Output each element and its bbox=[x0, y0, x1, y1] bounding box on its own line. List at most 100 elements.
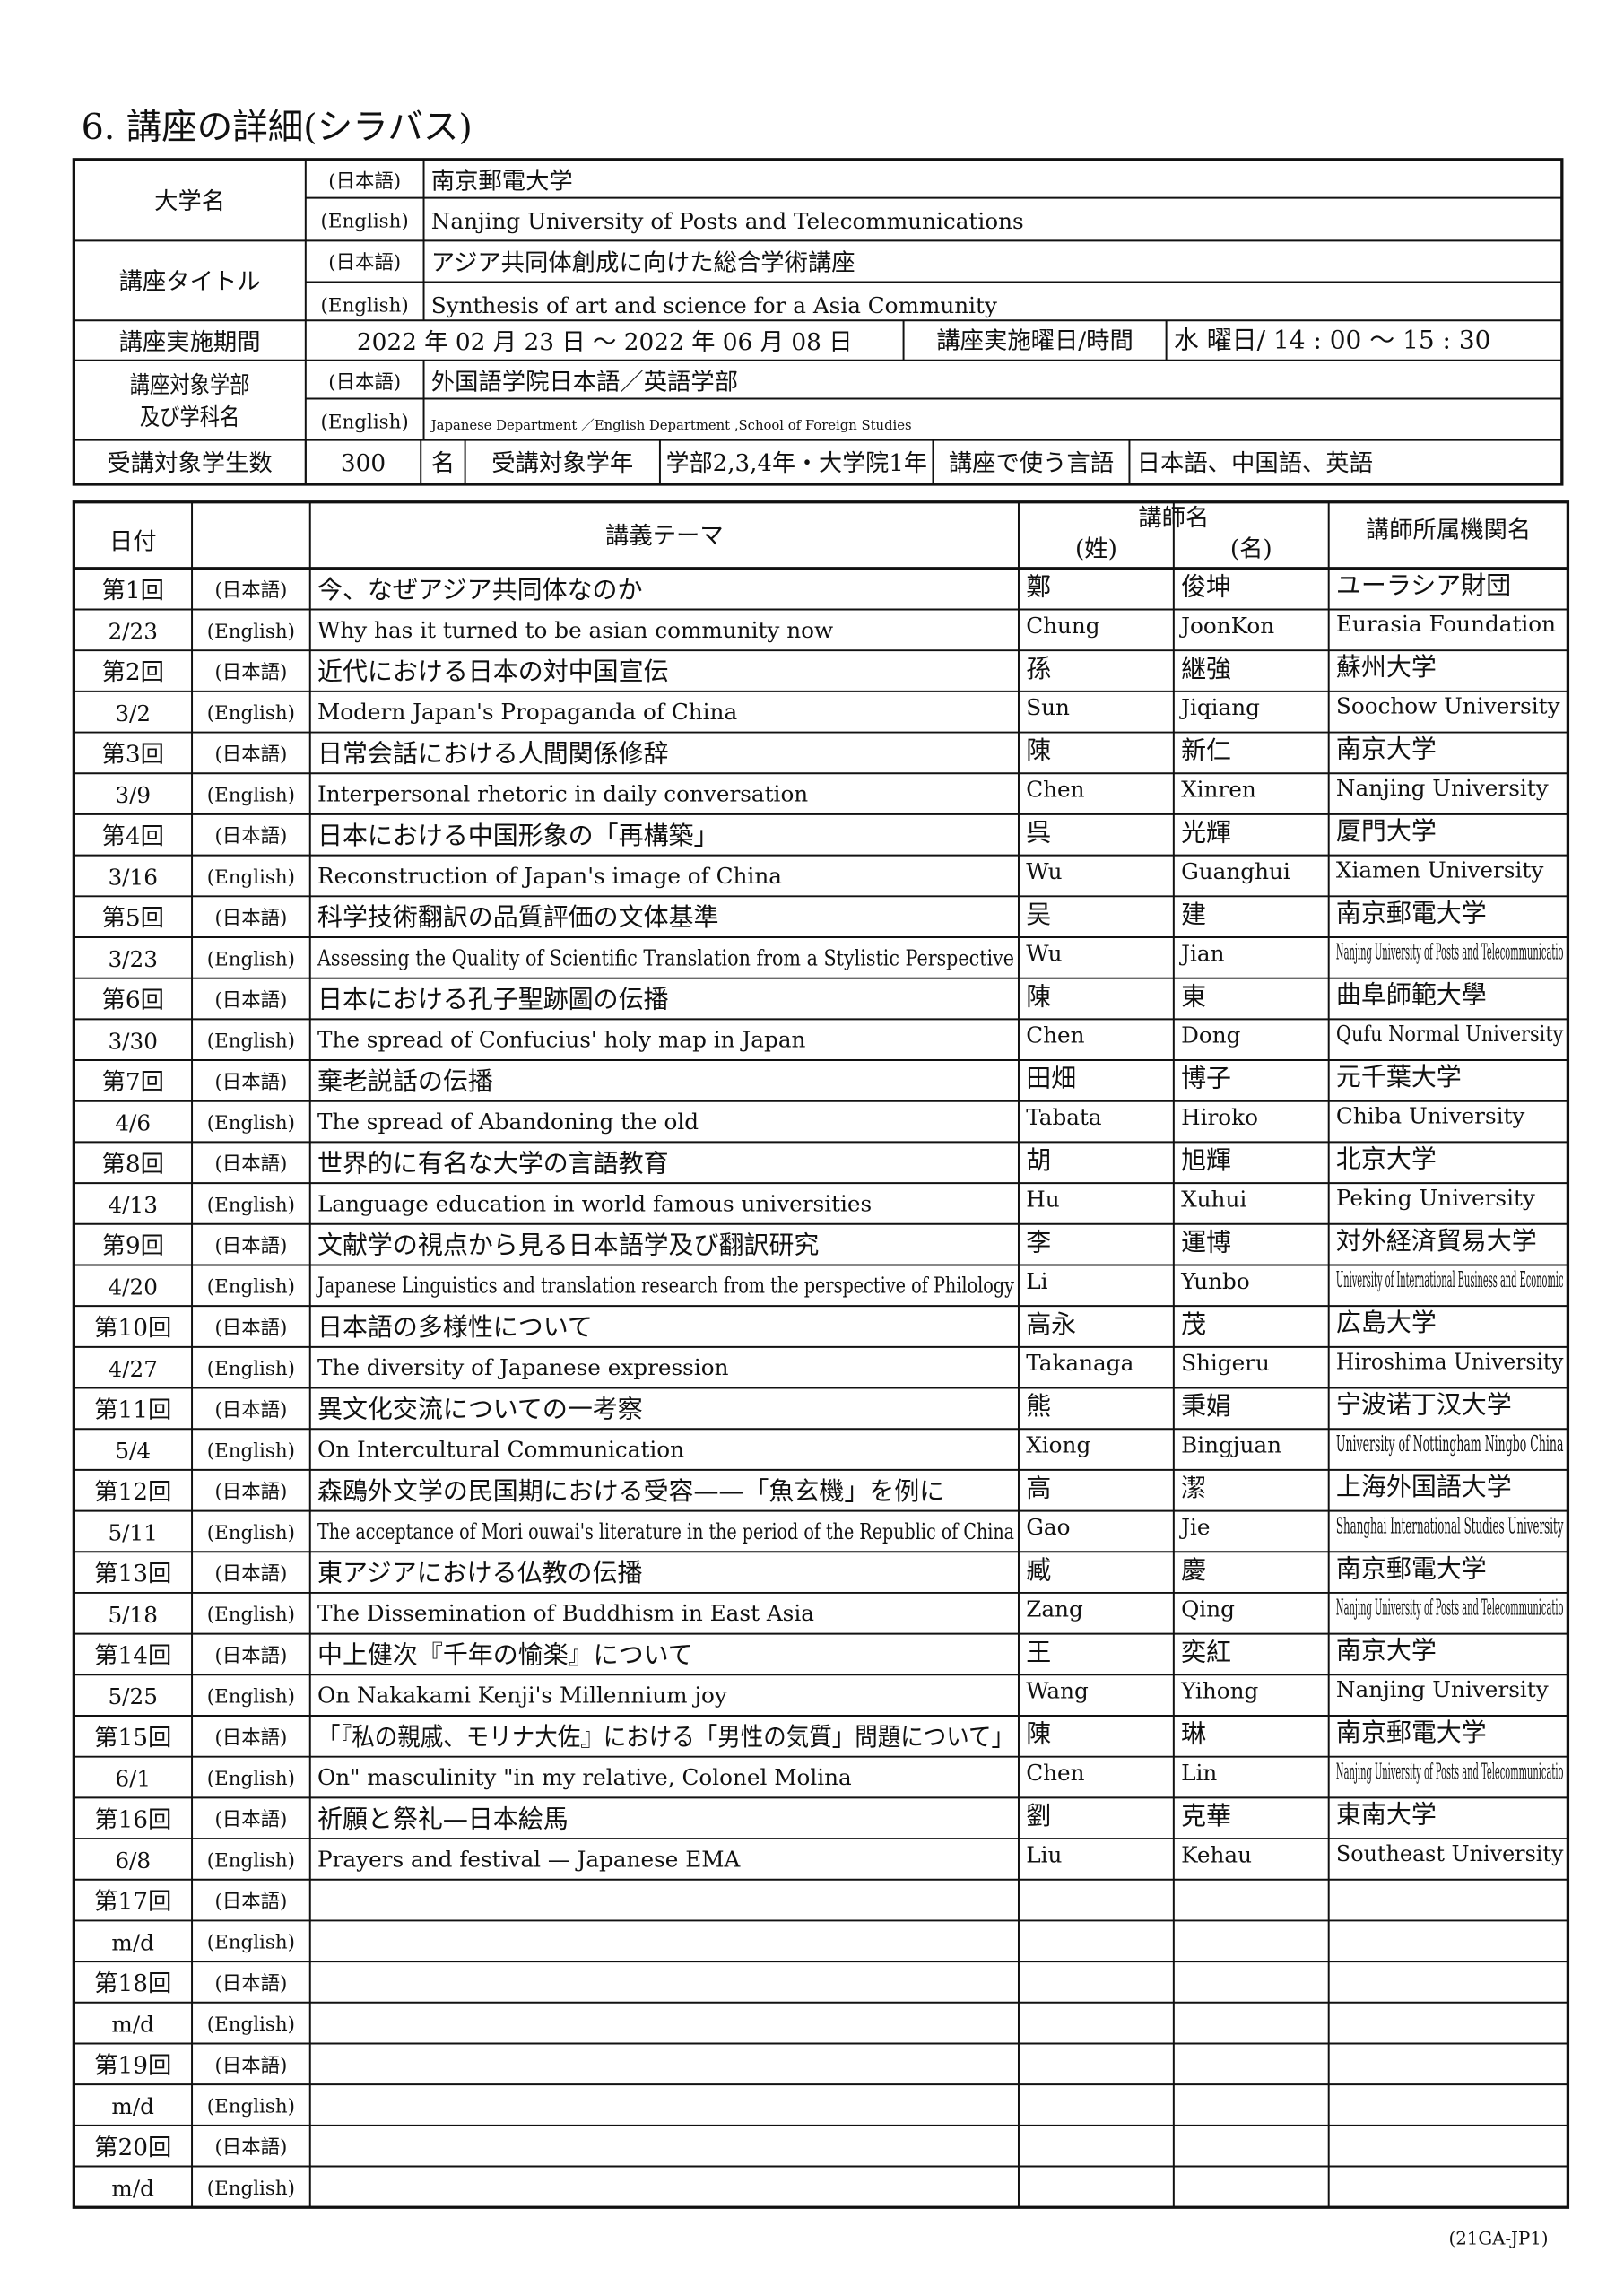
lang-tag: (日本語) bbox=[214, 579, 287, 602]
theme-ja: 棄老説話の伝播 bbox=[317, 1066, 493, 1096]
row-label: 大学名 bbox=[154, 188, 225, 215]
surname-ja: 胡 bbox=[1026, 1145, 1051, 1175]
lang-tag: (日本語) bbox=[214, 1726, 287, 1749]
lang-tag: (日本語) bbox=[328, 170, 401, 193]
session: 第4回 bbox=[101, 823, 163, 850]
date: 4/20 bbox=[108, 1274, 157, 1300]
header-org: 講師所属機関名 bbox=[1366, 517, 1531, 544]
header-theme: 講義テーマ bbox=[605, 523, 724, 550]
lang-tag: (English) bbox=[207, 2178, 295, 2200]
given-ja: 潔 bbox=[1181, 1474, 1206, 1503]
session: 第10回 bbox=[94, 1315, 171, 1342]
lang-tag: (English) bbox=[321, 211, 409, 233]
lang-tag: (日本語) bbox=[214, 1317, 287, 1339]
org-ja: 南京大学 bbox=[1336, 1636, 1437, 1665]
date: 4/13 bbox=[108, 1192, 157, 1218]
org-en: Nanjing University of Posts and Telecomm… bbox=[1336, 939, 1564, 965]
org-en: Hiroshima University bbox=[1336, 1349, 1564, 1375]
value-en: Nanjing University of Posts and Telecomm… bbox=[431, 208, 1024, 234]
lang-tag: (English) bbox=[207, 1604, 295, 1626]
given-en: Bingjuan bbox=[1181, 1432, 1281, 1458]
theme-ja: 日常会話における人間関係修辞 bbox=[317, 738, 669, 768]
date: 4/27 bbox=[108, 1356, 157, 1382]
header-lecturer: 講師名 bbox=[1138, 505, 1209, 532]
session: 第16回 bbox=[94, 1806, 171, 1833]
date: 5/25 bbox=[108, 1683, 157, 1709]
theme-ja: 森鴎外文学の民国期における受容——「魚玄機」を例に bbox=[317, 1476, 944, 1506]
theme-en: The diversity of Japanese expression bbox=[317, 1354, 729, 1380]
surname-en: Wu bbox=[1026, 858, 1062, 884]
given-ja: 東 bbox=[1181, 981, 1206, 1011]
theme-ja: 今、なぜアジア共同体なのか bbox=[317, 575, 642, 604]
surname-ja: 陳 bbox=[1026, 735, 1051, 765]
date: 5/11 bbox=[108, 1520, 157, 1546]
surname-ja: 田畑 bbox=[1026, 1064, 1076, 1093]
date: 5/18 bbox=[108, 1602, 157, 1628]
lang-tag: (English) bbox=[321, 411, 409, 433]
theme-en: On Nakakami Kenji's Millennium joy bbox=[317, 1683, 727, 1709]
page-title: 6. 講座の詳細(シラバス) bbox=[82, 107, 473, 148]
surname-ja: 高 bbox=[1026, 1474, 1051, 1503]
session: 第15回 bbox=[94, 1725, 171, 1752]
table-border bbox=[72, 158, 1564, 486]
surname-en: Takanaga bbox=[1026, 1350, 1133, 1376]
org-en: Chiba University bbox=[1336, 1102, 1524, 1128]
header-date: 日付 bbox=[109, 528, 157, 555]
session: 第8回 bbox=[101, 1151, 163, 1178]
org-ja: 東南大学 bbox=[1336, 1799, 1437, 1829]
lang-tag: (日本語) bbox=[214, 2055, 287, 2077]
given-en: Qing bbox=[1181, 1596, 1235, 1622]
given-en: Xinren bbox=[1181, 777, 1256, 803]
theme-en: On" masculinity "in my relative, Colonel… bbox=[317, 1764, 852, 1790]
surname-ja: 高永 bbox=[1026, 1309, 1076, 1339]
value-ja: 南京郵電大学 bbox=[431, 169, 573, 196]
lang-tag: (English) bbox=[207, 1849, 295, 1872]
org-ja: 南京郵電大学 bbox=[1336, 1553, 1487, 1583]
org-en: University of International Business and… bbox=[1336, 1266, 1564, 1292]
session: 第7回 bbox=[101, 1069, 163, 1096]
theme-en: Language education in world famous unive… bbox=[317, 1190, 872, 1216]
surname-ja: 鄭 bbox=[1026, 571, 1051, 601]
given-ja: 光輝 bbox=[1181, 818, 1231, 848]
theme-ja: 日本における中国形象の「再構築」 bbox=[317, 821, 718, 850]
org-ja: 宁波诺丁汉大学 bbox=[1336, 1390, 1512, 1420]
lang-tag: (日本語) bbox=[214, 744, 287, 766]
org-ja: 上海外国語大学 bbox=[1336, 1472, 1512, 1501]
theme-en: The spread of Abandoning the old bbox=[317, 1109, 699, 1135]
day-time: 水 曜日/ 14 : 00 ～ 15 : 30 bbox=[1174, 326, 1491, 355]
date: 3/9 bbox=[115, 782, 151, 808]
surname-en: Hu bbox=[1026, 1186, 1059, 1212]
students-language-label: 講座で使う言語 bbox=[949, 450, 1114, 477]
org-en: Soochow University bbox=[1336, 693, 1560, 719]
lang-tag: (日本語) bbox=[328, 252, 401, 274]
lang-tag: (English) bbox=[207, 2013, 295, 2036]
theme-en: The acceptance of Mori ouwai's literatur… bbox=[317, 1518, 1014, 1544]
given-ja: 琳 bbox=[1181, 1719, 1206, 1749]
surname-en: Sun bbox=[1026, 694, 1070, 720]
theme-en: Reconstruction of Japan's image of China bbox=[317, 863, 782, 889]
theme-ja: 東アジアにおける仏教の伝播 bbox=[317, 1558, 643, 1587]
theme-ja: 科学技術翻訳の品質評価の文体基準 bbox=[317, 902, 718, 932]
lang-tag: (English) bbox=[207, 1439, 295, 1462]
surname-ja: 熊 bbox=[1026, 1391, 1051, 1421]
date: 5/4 bbox=[115, 1438, 151, 1464]
given-ja: 運博 bbox=[1181, 1227, 1231, 1257]
surname-en: Gao bbox=[1026, 1514, 1070, 1540]
given-ja: 建 bbox=[1181, 900, 1206, 929]
lang-tag: (日本語) bbox=[214, 1235, 287, 1257]
org-ja: 厦門大学 bbox=[1336, 816, 1437, 846]
surname-en: Li bbox=[1026, 1268, 1047, 1294]
theme-ja: 近代における日本の対中国宣伝 bbox=[317, 657, 669, 686]
theme-ja: 日本における孔子聖跡圖の伝播 bbox=[317, 985, 669, 1014]
theme-ja: 世界的に有名な大学の言語教育 bbox=[317, 1148, 669, 1178]
students-label: 受講対象学生数 bbox=[107, 450, 272, 477]
surname-ja: 陳 bbox=[1026, 981, 1051, 1011]
theme-ja: 「『私の親戚、モリナ大佐』における「男性の気質」問題について」 bbox=[317, 1722, 1014, 1752]
org-ja: 対外経済貿易大学 bbox=[1336, 1226, 1537, 1256]
surname-ja: 陳 bbox=[1026, 1719, 1051, 1749]
session: 第1回 bbox=[101, 578, 163, 604]
session: 第6回 bbox=[101, 987, 163, 1014]
given-en: Jie bbox=[1178, 1514, 1210, 1540]
date: 3/23 bbox=[108, 946, 157, 972]
org-en: Southeast University bbox=[1336, 1840, 1564, 1866]
